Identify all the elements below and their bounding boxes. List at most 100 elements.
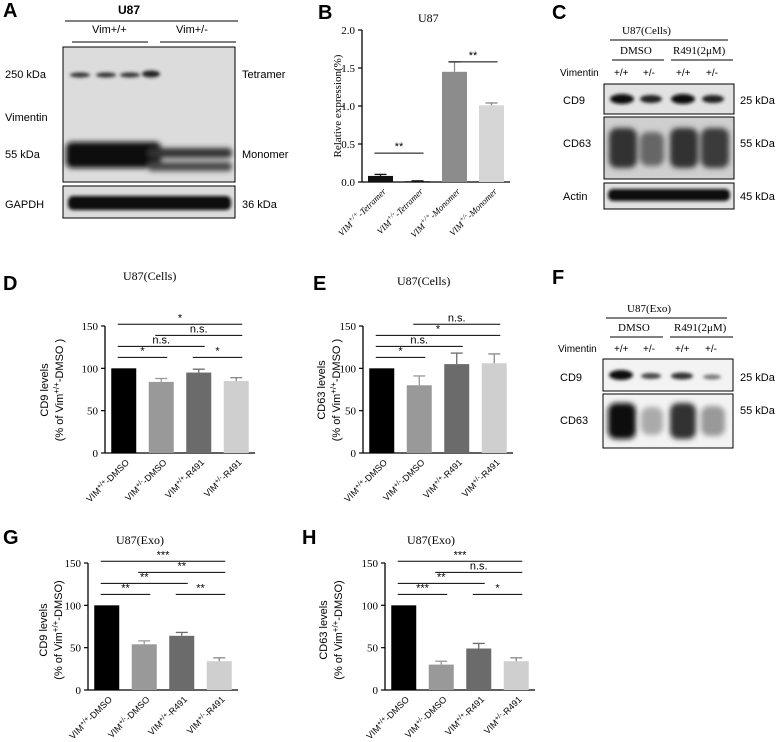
- bar-g-4: [206, 661, 232, 690]
- y-tick-label: 100: [362, 600, 379, 612]
- y-axis-label-secondary-part: (% of Vim: [331, 394, 343, 441]
- blot-c-genotype-3: +/+: [676, 68, 691, 79]
- x-tick-label-part: -R491: [219, 457, 243, 481]
- y-tick-label: 50: [345, 406, 357, 418]
- y-axis-label-secondary: (% of Vim+/+-DMSO): [331, 580, 346, 679]
- y-tick-label: 0: [373, 685, 379, 697]
- blot-a-55kda: 55 kDa: [5, 149, 41, 161]
- chart-b-title: U87: [418, 11, 439, 25]
- y-axis-label-secondary-sup: +/+: [331, 620, 340, 632]
- blot-f-group-r491: R491(2μM): [674, 322, 727, 334]
- x-tick-label-part: -R491: [499, 694, 523, 718]
- y-axis-label-secondary-sup: +/+: [52, 382, 61, 394]
- bar-b-2: [405, 181, 430, 182]
- x-tick-label-part: -Monomer: [465, 186, 499, 220]
- significance-mark: *: [178, 312, 183, 324]
- x-tick-label: VIM+/+-R491: [146, 694, 189, 737]
- blot-f-genotype-4: +/-: [705, 344, 717, 355]
- y-axis-label-secondary-part: -DMSO): [53, 580, 65, 620]
- x-tick-label: VIM+/+-R491: [421, 457, 464, 500]
- blot-a-cell-label: U87: [118, 3, 140, 17]
- blot-a-gapdh-label: GAPDH: [5, 199, 44, 211]
- significance-mark: **: [469, 50, 478, 62]
- blot-c-actin-label: Actin: [563, 191, 587, 203]
- panel-c: C U87(Cells) DMSO R491(2μM) Vimentin +/+…: [552, 2, 776, 210]
- x-tick-label: VIM+/+-R491: [443, 694, 486, 737]
- blot-f-genotype-2: +/-: [643, 344, 655, 355]
- panel-label-b: B: [318, 2, 332, 24]
- y-tick-label: 150: [362, 558, 379, 570]
- blot-c-genotype-1: +/+: [614, 68, 629, 79]
- significance-mark: **: [196, 582, 205, 594]
- bar-h-3: [466, 648, 492, 690]
- y-tick-label: 1.0: [341, 101, 355, 113]
- panel-e: E U87(Cells) 0 50 100 150 CD63 levels (% of Vi…: [313, 273, 513, 504]
- panel-label-g: G: [3, 527, 19, 549]
- y-axis-label-secondary-sup: +/+: [51, 620, 60, 632]
- bar-e-3: [444, 364, 470, 453]
- blot-f-cd63-bands: [608, 403, 725, 439]
- blot-a-tetramer-bands: [70, 70, 160, 78]
- x-tick-label-part: -DMSO: [420, 694, 448, 722]
- x-tick-label: VIM+/--R491: [460, 457, 502, 499]
- panel-label-h: H: [302, 527, 316, 549]
- bar-g-1: [94, 605, 120, 690]
- blot-c-group-r491: R491(2μM): [673, 45, 726, 57]
- significance-mark: **: [140, 571, 149, 583]
- chart-g-title: U87(Exo): [116, 533, 164, 547]
- x-tick-label-part: -R491: [202, 694, 226, 718]
- x-tick-label-part: -R491: [462, 694, 486, 718]
- blot-a-vimentin-label: Vimentin: [5, 112, 48, 124]
- bar-h-4: [503, 661, 529, 690]
- y-axis-label: CD9 levels: [39, 363, 51, 417]
- bar-h-2: [428, 664, 454, 690]
- panel-label-d: D: [3, 273, 17, 295]
- panel-d: D U87(Cells) 0 50 100 150 CD9 levels(% of Vim…: [3, 269, 255, 504]
- x-tick-label-part: -DMSO: [123, 694, 151, 722]
- x-tick-label-sup: +/-: [134, 478, 145, 489]
- blot-f-title: U87(Exo): [627, 303, 671, 315]
- y-axis-label-secondary-part: -DMSO ): [54, 339, 66, 382]
- significance-mark: **: [177, 560, 186, 572]
- blot-f-cd9-bands: [609, 370, 721, 380]
- blot-c-title: U87(Cells): [622, 25, 671, 37]
- blot-f-55kda: 55 kDa: [740, 405, 776, 417]
- blot-f-25kda: 25 kDa: [740, 372, 776, 384]
- blot-f-genotype-1: +/+: [614, 344, 629, 355]
- y-tick-label: 150: [340, 321, 357, 333]
- blot-a-tetramer-label: Tetramer: [242, 69, 286, 81]
- y-tick-label: 0: [351, 448, 357, 460]
- blot-a-36kda: 36 kDa: [242, 199, 278, 211]
- y-tick-label: 2.0: [341, 25, 355, 37]
- y-tick-label: 100: [82, 363, 99, 375]
- blot-f-cd9-label: CD9: [560, 372, 582, 384]
- significance-mark: **: [121, 582, 130, 594]
- bar-e-2: [406, 385, 432, 453]
- blot-a-gapdh-bands: [68, 196, 231, 210]
- x-tick-label-part: -DMSO: [361, 457, 389, 485]
- blot-f-cd63-label: CD63: [560, 415, 588, 427]
- y-axis-label-secondary-part: (% of Vim: [333, 632, 345, 679]
- y-tick-label: 150: [82, 321, 99, 333]
- bar-d-1: [111, 368, 137, 453]
- significance-mark: ***: [416, 582, 430, 594]
- blot-c-cd9-bands: [610, 94, 724, 104]
- y-tick-label: 100: [65, 600, 82, 612]
- bar-b-4: [479, 105, 504, 182]
- blot-c-55kda: 55 kDa: [740, 138, 776, 150]
- y-tick-label: 0: [93, 448, 99, 460]
- x-tick-label-part: -R491: [477, 457, 501, 481]
- bar-d-3: [186, 372, 212, 453]
- x-tick-label: VIM+/+-R491: [163, 457, 206, 500]
- significance-mark: n.s.: [448, 312, 466, 324]
- y-tick-label: 0.0: [341, 177, 355, 189]
- bar-e-4: [481, 363, 507, 453]
- significance-mark: n.s.: [152, 334, 170, 346]
- panel-label-a: A: [3, 0, 17, 22]
- significance-mark: n.s.: [410, 334, 428, 346]
- significance-mark: *: [495, 582, 500, 594]
- chart-h-title: U87(Exo): [407, 533, 455, 547]
- chart-b: U87 0.0 0.5 1.0 1.5 2.0 Relative expression(%)…: [332, 11, 510, 240]
